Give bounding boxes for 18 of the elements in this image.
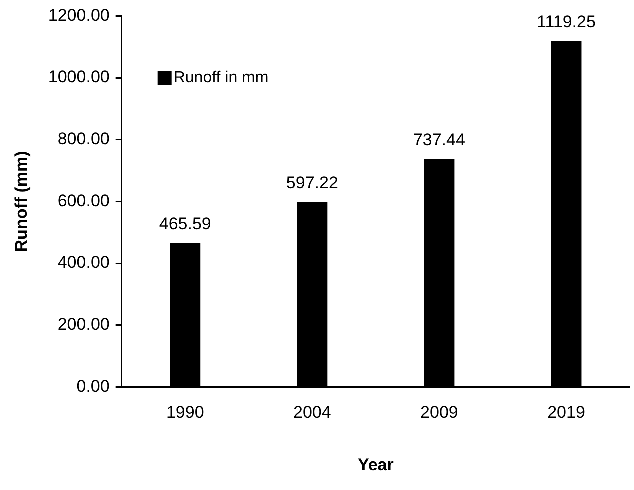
data-label: 465.59 (159, 214, 212, 234)
y-tick-label: 600.00 (58, 191, 110, 210)
y-tick-label: 800.00 (58, 130, 110, 149)
x-tick-label: 2004 (293, 403, 332, 422)
y-tick-label: 400.00 (58, 253, 110, 272)
x-tick-label: 2009 (420, 403, 458, 422)
data-label: 597.22 (286, 174, 338, 193)
y-tick-label: 1200.00 (48, 6, 110, 25)
x-tick-label: 1990 (166, 403, 204, 422)
data-label: 737.44 (413, 130, 466, 150)
legend-label: Runoff in mm (174, 70, 269, 87)
data-label: 1119.25 (537, 12, 596, 32)
x-axis-title: Year (358, 455, 394, 474)
y-tick-label: 0.00 (76, 376, 110, 396)
y-axis-title: Runoff (mm) (12, 151, 31, 252)
x-tick-label: 2019 (548, 403, 586, 422)
y-tick-label: 1000.00 (48, 68, 110, 87)
y-tick-label: 200.00 (58, 315, 110, 334)
